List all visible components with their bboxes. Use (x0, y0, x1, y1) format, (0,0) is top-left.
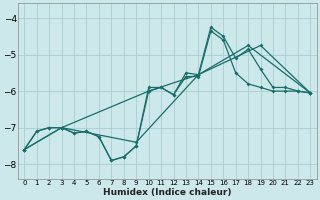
X-axis label: Humidex (Indice chaleur): Humidex (Indice chaleur) (103, 188, 232, 197)
